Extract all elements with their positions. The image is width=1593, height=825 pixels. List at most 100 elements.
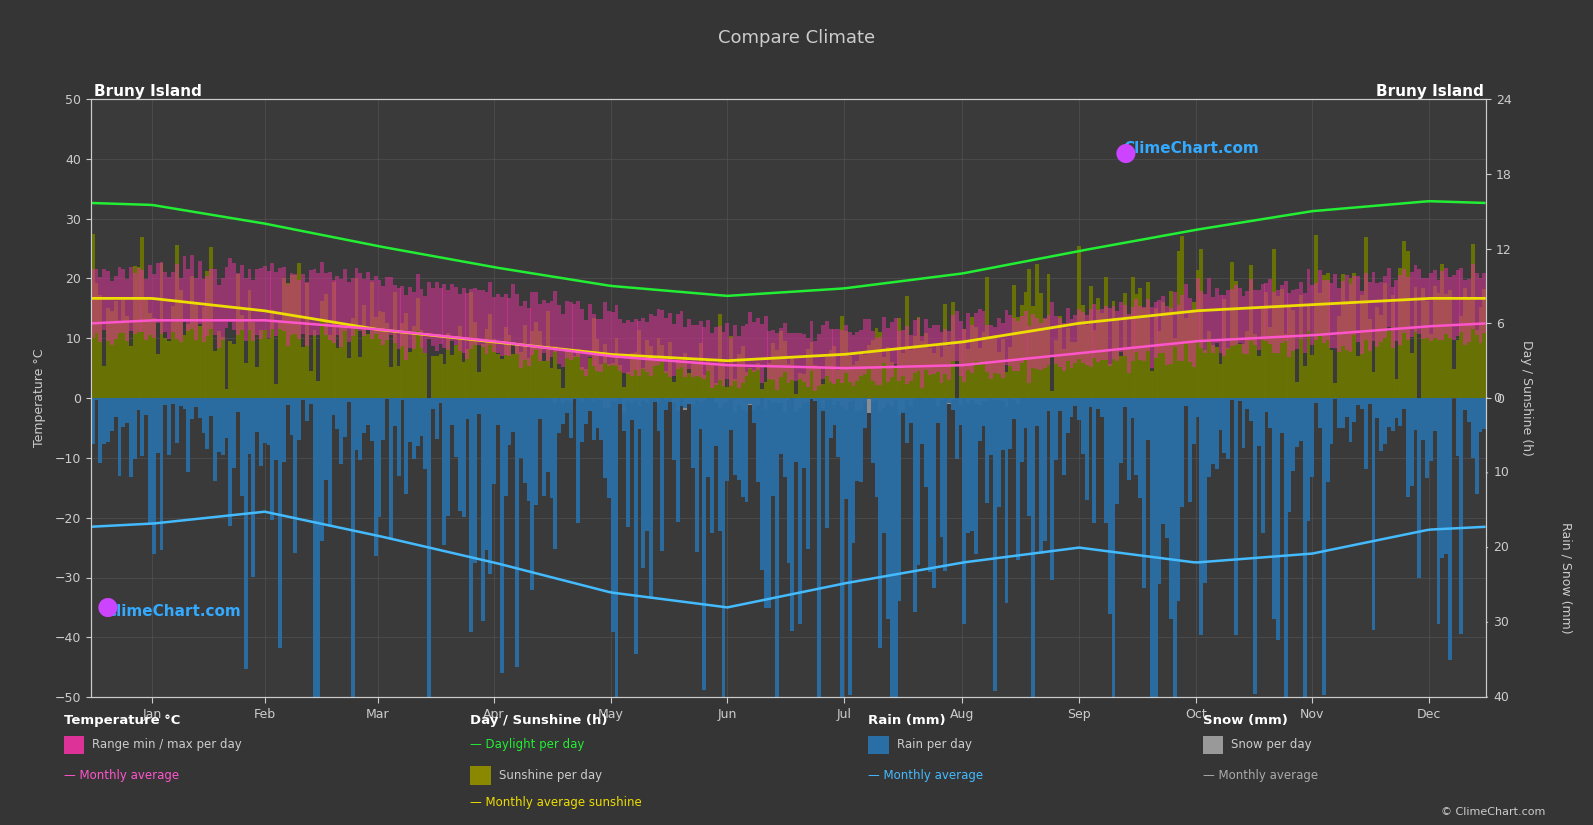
Bar (1134, 398, 1139, 474)
Bar (457, 398, 462, 512)
Bar (981, 398, 986, 426)
Bar (1410, 353, 1413, 398)
Bar (749, 368, 752, 398)
Text: — Monthly average: — Monthly average (64, 769, 178, 782)
Bar (1088, 309, 1093, 367)
Bar (233, 398, 236, 469)
Text: Rain per day: Rain per day (897, 738, 972, 752)
Bar (992, 335, 997, 398)
Bar (1203, 398, 1207, 583)
Bar (1372, 372, 1375, 398)
Bar (1222, 398, 1227, 453)
Bar (102, 398, 107, 445)
Bar (867, 319, 871, 369)
Bar (1107, 398, 1112, 614)
Bar (1063, 323, 1066, 371)
Bar (943, 398, 948, 571)
Bar (527, 308, 530, 365)
Bar (1161, 398, 1164, 524)
Bar (722, 398, 725, 825)
Bar (610, 363, 615, 398)
Bar (749, 312, 752, 369)
Bar (883, 398, 886, 408)
Bar (801, 333, 806, 382)
Bar (1115, 398, 1120, 503)
Bar (194, 304, 198, 398)
Bar (362, 279, 366, 336)
Bar (588, 398, 591, 411)
Bar (107, 398, 110, 442)
Bar (553, 291, 558, 351)
Bar (706, 320, 710, 371)
Bar (470, 290, 473, 349)
Bar (1483, 273, 1486, 333)
Bar (710, 398, 714, 533)
Bar (362, 398, 366, 433)
Bar (164, 338, 167, 398)
Bar (530, 398, 534, 590)
Bar (1000, 398, 1005, 450)
Bar (1483, 398, 1486, 429)
Bar (725, 398, 730, 481)
Bar (1298, 398, 1303, 441)
Text: — Monthly average: — Monthly average (1203, 769, 1317, 782)
Bar (951, 314, 954, 361)
Bar (634, 352, 637, 398)
Bar (604, 398, 607, 478)
Bar (741, 346, 744, 398)
Bar (1380, 398, 1383, 451)
Bar (916, 317, 921, 398)
Bar (970, 325, 973, 373)
Bar (202, 398, 205, 433)
Bar (523, 398, 527, 483)
Bar (427, 398, 432, 719)
Bar (833, 398, 836, 425)
Bar (604, 398, 607, 408)
Bar (1341, 281, 1344, 346)
Bar (350, 398, 355, 761)
Bar (973, 314, 978, 361)
Bar (209, 269, 213, 329)
Bar (890, 323, 894, 377)
Bar (725, 323, 730, 380)
Bar (779, 398, 782, 455)
Bar (683, 398, 687, 408)
Bar (1311, 355, 1314, 398)
Bar (1337, 398, 1341, 428)
Bar (1024, 311, 1027, 359)
Bar (1429, 272, 1432, 341)
Bar (1184, 398, 1188, 406)
Bar (1000, 339, 1005, 398)
Bar (1058, 398, 1063, 412)
Bar (629, 398, 634, 404)
Bar (1043, 318, 1047, 369)
Bar (1230, 262, 1235, 398)
Bar (1254, 398, 1257, 694)
Bar (634, 398, 637, 401)
Bar (102, 269, 107, 330)
Bar (978, 348, 981, 398)
Bar (1031, 314, 1035, 368)
Bar (1360, 295, 1364, 398)
Bar (1085, 325, 1088, 398)
Bar (366, 272, 370, 330)
Bar (1440, 271, 1445, 340)
Bar (457, 327, 462, 398)
Bar (342, 269, 347, 332)
Bar (1380, 315, 1383, 398)
Bar (1153, 309, 1158, 398)
Bar (1322, 280, 1325, 342)
Bar (855, 398, 859, 411)
Bar (1077, 309, 1082, 359)
Bar (263, 330, 266, 398)
Bar (550, 301, 553, 356)
Bar (875, 338, 878, 385)
Text: © ClimeChart.com: © ClimeChart.com (1440, 807, 1545, 817)
Bar (435, 282, 438, 351)
Bar (424, 398, 427, 469)
Bar (148, 313, 151, 398)
Bar (940, 357, 943, 398)
Bar (534, 323, 538, 398)
Bar (569, 398, 572, 438)
Bar (741, 326, 744, 383)
